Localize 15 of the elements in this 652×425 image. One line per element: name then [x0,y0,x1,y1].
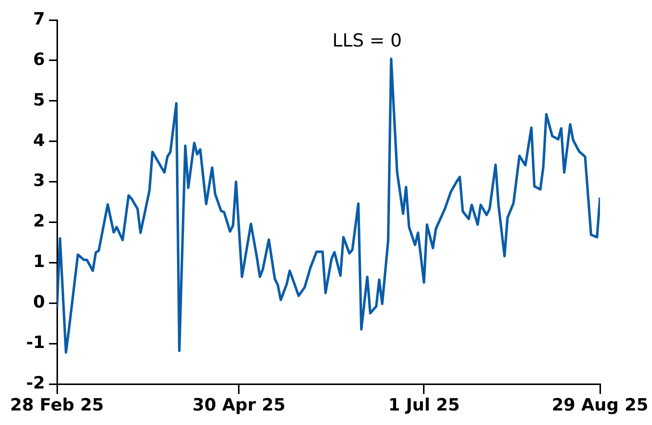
x-tick-label: 29 Aug 25 [552,396,648,416]
y-tick-label: 4 [33,130,46,151]
y-tick-label: 0 [33,292,46,313]
x-tick-label: 28 Feb 25 [10,396,104,416]
x-tick-label: 30 Apr 25 [192,396,286,416]
y-tick-label: -1 [26,332,45,353]
y-tick-label: 7 [33,9,45,30]
y-tick-label: 1 [33,252,45,272]
x-tick-label: 1 Jul 25 [388,396,460,416]
y-tick-label: 2 [33,212,45,232]
y-tick-label: 6 [33,50,45,70]
y-tick-label: 5 [33,90,45,110]
y-tick-label: 3 [33,171,45,192]
annotation: LLS = 0 [332,30,402,52]
y-tick-label: -2 [26,373,45,394]
